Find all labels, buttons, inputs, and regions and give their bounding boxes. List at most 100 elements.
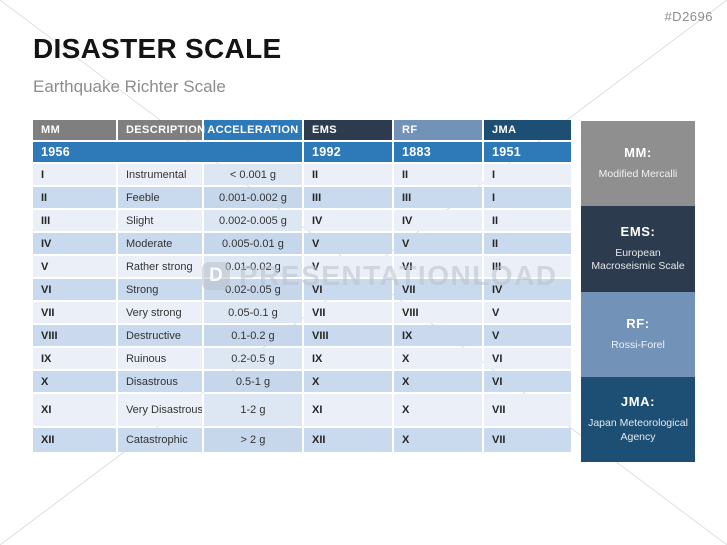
legend-title: JMA: xyxy=(620,394,656,410)
cell-ems: VIII xyxy=(304,325,392,346)
year-row: 1956 1992 1883 1951 xyxy=(33,142,571,162)
column-header-ems: EMS xyxy=(304,120,392,140)
cell-mm: IX xyxy=(33,348,116,369)
column-header-acceleration: ACCELERATION xyxy=(203,120,302,140)
column-header-mm: MM xyxy=(33,120,116,140)
cell-acceleration: < 0.001 g xyxy=(203,164,302,185)
table-row: VI Strong 0.02-0.05 g VI VII IV xyxy=(33,279,571,300)
cell-jma: II xyxy=(484,210,571,231)
cell-rf: X xyxy=(394,394,482,426)
cell-acceleration: 0.001-0.002 g xyxy=(203,187,302,208)
cell-description: Rather strong xyxy=(117,256,202,277)
legend-subtitle: Rossi-Forel xyxy=(611,338,665,351)
cell-rf: IV xyxy=(394,210,482,231)
cell-description: Feeble xyxy=(117,187,202,208)
cell-description: Slight xyxy=(117,210,202,231)
legend-box-jma: JMA: Japan Meteorological Agency xyxy=(581,376,695,462)
legend-title: EMS: xyxy=(620,223,656,239)
cell-mm: XI xyxy=(33,394,116,426)
cell-ems: III xyxy=(304,187,392,208)
cell-mm: VI xyxy=(33,279,116,300)
legend-box-rf: RF: Rossi-Forel xyxy=(581,291,695,377)
legend-box-ems: EMS: European Macroseismic Scale xyxy=(581,206,695,292)
cell-mm: I xyxy=(33,164,116,185)
table-row: IX Ruinous 0.2-0.5 g IX X VI xyxy=(33,348,571,369)
table-row: III Slight 0.002-0.005 g IV IV II xyxy=(33,210,571,231)
cell-mm: VII xyxy=(33,302,116,323)
cell-acceleration: 0.02-0.05 g xyxy=(203,279,302,300)
cell-acceleration: 0.002-0.005 g xyxy=(203,210,302,231)
cell-acceleration: > 2 g xyxy=(203,428,302,452)
cell-jma: II xyxy=(484,233,571,254)
column-header-jma: JMA xyxy=(484,120,571,140)
cell-acceleration: 0.5-1 g xyxy=(203,371,302,392)
legend-sidebar: MM: Modified Mercalli EMS: European Macrose… xyxy=(581,121,695,462)
column-header-rf: RF xyxy=(394,120,482,140)
cell-jma: III xyxy=(484,256,571,277)
cell-ems: VII xyxy=(304,302,392,323)
cell-description: Disastrous xyxy=(117,371,202,392)
cell-rf: VIII xyxy=(394,302,482,323)
cell-jma: VI xyxy=(484,348,571,369)
cell-description: Ruinous xyxy=(117,348,202,369)
cell-ems: IX xyxy=(304,348,392,369)
year-cell-rf: 1883 xyxy=(394,142,482,162)
cell-mm: VIII xyxy=(33,325,116,346)
year-cell-jma: 1951 xyxy=(484,142,571,162)
cell-ems: V xyxy=(304,256,392,277)
cell-description: Destructive xyxy=(117,325,202,346)
table-row: V Rather strong 0.01-0.02 g V VI III xyxy=(33,256,571,277)
cell-acceleration: 0.01-0.02 g xyxy=(203,256,302,277)
cell-jma: VII xyxy=(484,428,571,452)
cell-description: Instrumental xyxy=(117,164,202,185)
table-row: XII Catastrophic > 2 g XII X VII xyxy=(33,428,571,452)
cell-ems: II xyxy=(304,164,392,185)
cell-rf: VII xyxy=(394,279,482,300)
cell-rf: III xyxy=(394,187,482,208)
column-header-description: DESCRIPTION xyxy=(117,120,205,140)
page-title: DISASTER SCALE xyxy=(33,33,282,64)
cell-description: Catastrophic xyxy=(117,428,202,452)
table-row: IV Moderate 0.005-0.01 g V V II xyxy=(33,233,571,254)
table-row: XI Very Disastrous 1-2 g XI X VII xyxy=(33,394,571,426)
cell-acceleration: 0.1-0.2 g xyxy=(203,325,302,346)
cell-acceleration: 0.2-0.5 g xyxy=(203,348,302,369)
table-row: II Feeble 0.001-0.002 g III III I xyxy=(33,187,571,208)
cell-jma: VI xyxy=(484,371,571,392)
cell-jma: I xyxy=(484,164,571,185)
cell-acceleration: 0.005-0.01 g xyxy=(203,233,302,254)
cell-mm: III xyxy=(33,210,116,231)
legend-subtitle: European Macroseismic Scale xyxy=(591,246,685,273)
cell-ems: V xyxy=(304,233,392,254)
year-cell-mm: 1956 xyxy=(33,142,302,162)
cell-rf: VI xyxy=(394,256,482,277)
cell-jma: I xyxy=(484,187,571,208)
legend-box-mm: MM: Modified Mercalli xyxy=(581,121,695,207)
cell-ems: IV xyxy=(304,210,392,231)
page-subtitle: Earthquake Richter Scale xyxy=(33,77,226,96)
table-row: VII Very strong 0.05-0.1 g VII VIII V xyxy=(33,302,571,323)
cell-rf: II xyxy=(394,164,482,185)
cell-rf: X xyxy=(394,348,482,369)
cell-mm: XII xyxy=(33,428,116,452)
cell-acceleration: 0.05-0.1 g xyxy=(203,302,302,323)
legend-title: RF: xyxy=(626,315,650,331)
cell-description: Moderate xyxy=(117,233,202,254)
table-header-row: MM DESCRIPTION ACCELERATION EMS RF JMA xyxy=(33,120,571,140)
table-row: VIII Destructive 0.1-0.2 g VIII IX V xyxy=(33,325,571,346)
richter-scale-table: MM DESCRIPTION ACCELERATION EMS RF JMA 1956 19… xyxy=(31,118,573,454)
cell-rf: IX xyxy=(394,325,482,346)
cell-acceleration: 1-2 g xyxy=(203,394,302,426)
cell-rf: X xyxy=(394,371,482,392)
cell-jma: VII xyxy=(484,394,571,426)
table-row: I Instrumental < 0.001 g II II I xyxy=(33,164,571,185)
legend-title: MM: xyxy=(624,145,652,161)
table-row: X Disastrous 0.5-1 g X X VI xyxy=(33,371,571,392)
cell-rf: V xyxy=(394,233,482,254)
cell-description: Very Disastrous xyxy=(117,394,202,426)
cell-mm: X xyxy=(33,371,116,392)
cell-description: Very strong xyxy=(117,302,202,323)
cell-ems: XII xyxy=(304,428,392,452)
slide-code: #D2696 xyxy=(664,9,713,24)
